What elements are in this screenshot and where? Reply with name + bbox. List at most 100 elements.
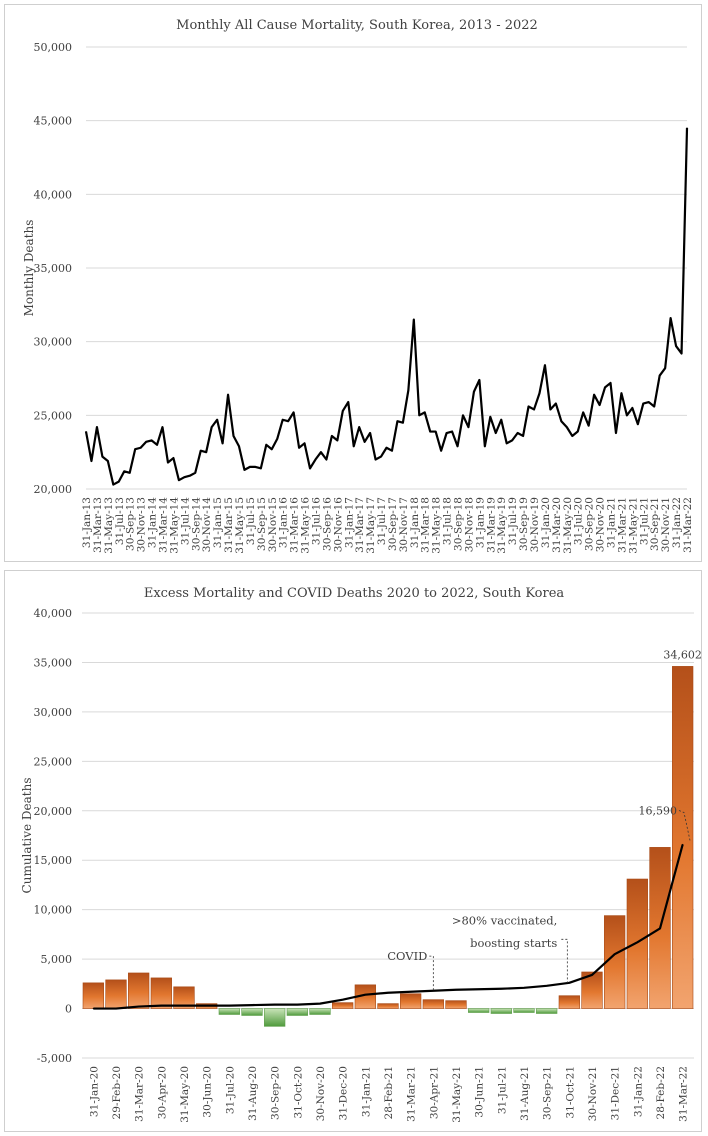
data-point [555,402,557,405]
data-point [446,432,448,434]
deficit-bar [536,1008,558,1014]
data-point [216,419,218,421]
data-point [325,458,327,461]
data-point [538,392,541,394]
data-point [675,345,677,347]
line-point [636,941,638,943]
data-point [544,364,546,366]
x-tick-label: 30-Sep-14 [190,497,202,551]
data-point [364,441,366,443]
excess-bar [128,972,150,1009]
excess-bar [445,1000,467,1009]
x-tick-label: 31-Jul-21 [638,497,650,545]
data-point [276,438,278,440]
data-point [320,451,322,453]
x-tick-label: 30-Apr-20 [156,1066,168,1119]
y-tick-label: 45,000 [34,115,73,128]
y-tick-label: 30,000 [34,706,73,719]
x-tick-label: 28-Feb-22 [655,1066,667,1119]
data-point [664,367,666,369]
deficit-bar [468,1008,490,1013]
x-tick-label: 30-Jun-20 [202,1066,214,1118]
data-point [680,352,683,355]
x-tick-label: 31-Mar-17 [354,497,366,553]
y-tick-label: 30,000 [34,336,73,349]
excess-bar [82,982,104,1009]
excess-bar [604,915,626,1009]
y-axis-label: Cumulative Deaths [20,778,34,894]
excess-bar [105,979,127,1009]
annotation-covid: COVID [387,949,427,963]
data-point [200,450,202,452]
x-tick-label: 31-Mar-19 [485,497,497,553]
data-point [560,420,562,422]
x-tick-label: 31-Dec-21 [610,1066,622,1120]
data-label-line: 16,590 [639,804,678,817]
data-point [435,430,437,433]
data-point [620,392,623,394]
x-tick-label: 30-Sep-20 [270,1066,282,1120]
data-point [90,460,93,462]
line-point [183,1004,185,1007]
x-tick-label: 30-Nov-21 [587,1066,599,1121]
line-point [523,987,525,989]
x-tick-label: 31-Jan-20 [88,1066,100,1117]
line-point [274,1004,276,1006]
data-point [566,426,568,428]
x-tick-label: 30-Nov-21 [660,497,672,552]
line-point [659,927,661,930]
x-tick-label: 31-Jul-18 [442,497,454,545]
data-point [211,426,213,428]
x-tick-label: 31-Mar-22 [678,1066,690,1122]
x-tick-label: 31-Jan-16 [278,497,290,548]
data-point [418,414,420,416]
data-point [374,458,377,461]
data-point [238,445,240,447]
data-point [331,435,333,437]
line-point [251,1004,253,1006]
data-point [385,447,388,449]
x-tick-label: 31-Jan-21 [360,1066,372,1117]
y-tick-label: 20,000 [34,805,73,818]
x-tick-label: 31-May-13 [103,497,115,554]
data-point [500,419,502,421]
y-tick-label: 0 [65,1003,72,1016]
y-tick-label: 25,000 [34,409,73,422]
data-point [517,432,519,434]
x-tick-label: 31-Jan-17 [343,497,355,548]
data-point [527,405,530,408]
x-tick-label: 30-Sep-20 [584,497,596,551]
data-point [189,475,191,477]
data-point [407,389,409,391]
x-tick-label: 31-Jul-21 [496,1066,508,1114]
data-point [172,457,175,459]
y-tick-label: 20,000 [34,483,73,496]
data-point [303,442,306,444]
data-point [511,439,513,441]
y-tick-label: 10,000 [34,904,73,917]
excess-bar [377,1003,399,1009]
data-point [205,451,207,453]
x-tick-label: 31-May-17 [365,497,377,554]
x-tick-label: 31-Mar-20 [551,497,563,553]
data-point [659,374,661,377]
x-tick-label: 30-Sep-16 [321,497,333,551]
y-tick-label: 15,000 [34,854,73,867]
x-tick-label: 30-Sep-15 [256,497,268,551]
y-tick-label: 40,000 [34,188,73,201]
excess-bar [558,995,580,1009]
line-point [500,988,502,990]
x-tick-label: 31-Mar-22 [682,497,694,553]
data-label-leader [678,810,691,841]
data-point [637,423,639,425]
x-tick-label: 31-May-21 [451,1066,463,1123]
data-point [96,426,98,428]
data-point [161,426,164,428]
data-point [391,450,393,452]
data-point [101,455,103,458]
data-point [593,394,595,396]
monthly-mortality-line-chart: Monthly All Cause Mortality, South Korea… [22,18,694,554]
x-tick-label: 28-Feb-21 [383,1066,395,1119]
data-point [194,472,196,474]
x-tick-label: 30-Sep-13 [125,497,137,551]
